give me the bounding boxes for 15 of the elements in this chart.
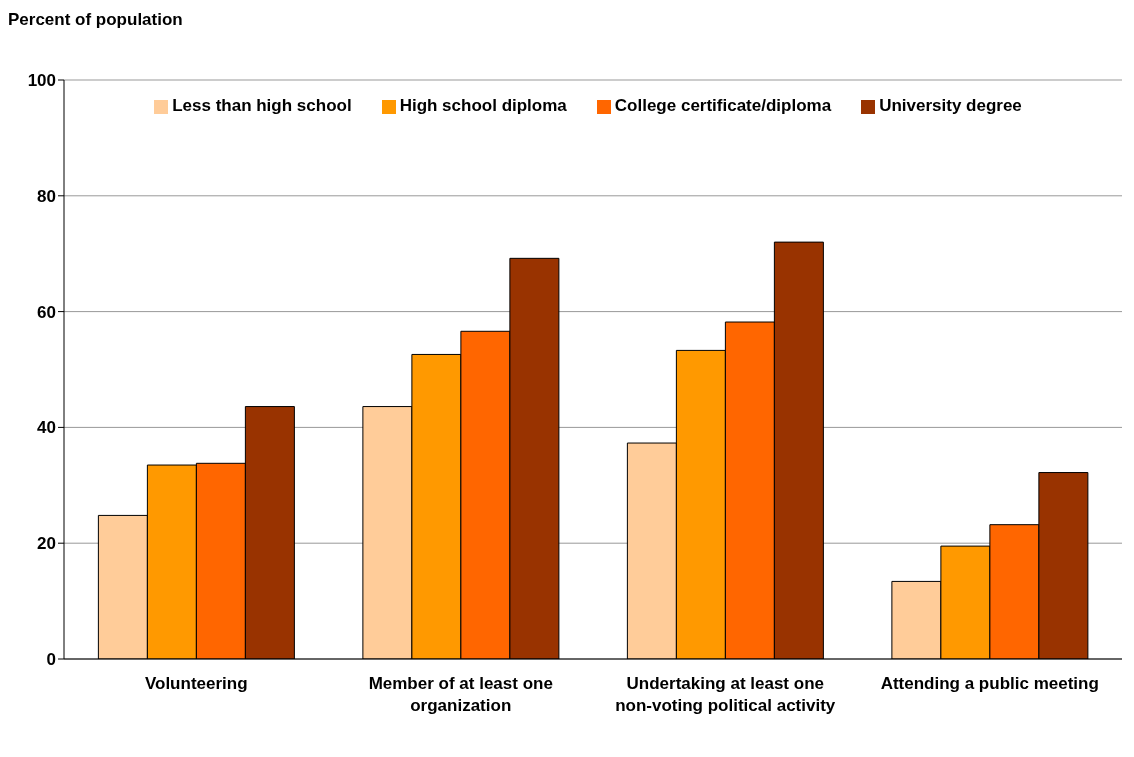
legend-label: University degree: [879, 96, 1022, 115]
y-tick-label: 40: [37, 418, 56, 438]
y-tick-label: 100: [27, 71, 56, 91]
legend-label: College certificate/diploma: [614, 96, 832, 115]
legend-label: High school diploma: [399, 96, 567, 115]
y-tick-label: 60: [37, 302, 56, 322]
x-tick-label: Member of at least one organization: [368, 674, 553, 715]
y-tick-label: 80: [37, 186, 56, 206]
x-tick-label: Volunteering: [144, 674, 248, 693]
legend-label: Less than high school: [172, 96, 352, 115]
x-tick-label: Attending a public meeting: [880, 674, 1099, 693]
y-tick-label: 20: [37, 534, 56, 554]
y-tick-label: 0: [46, 650, 56, 670]
y-axis-title: Percent of population: [8, 10, 183, 30]
x-tick-label: Undertaking at least one non-voting political activity: [615, 674, 836, 715]
